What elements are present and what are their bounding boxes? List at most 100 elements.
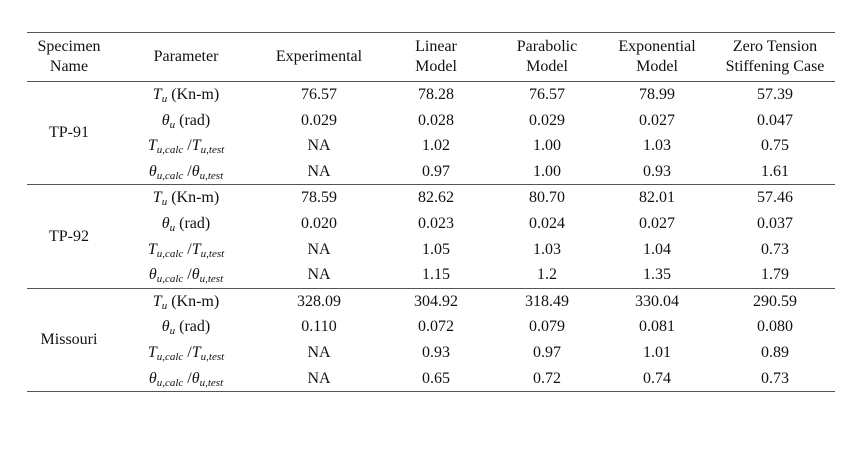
param-symbol: θ — [148, 266, 157, 284]
table-row: θu (rad) 0.020 0.023 0.024 0.027 0.037 — [27, 211, 835, 237]
param-symbol: θ — [191, 369, 200, 387]
table-cell: 304.92 — [414, 292, 458, 310]
table-cell: 0.072 — [418, 318, 454, 336]
table-cell: 0.028 — [418, 111, 454, 129]
table-cell: 76.57 — [529, 86, 565, 103]
table-header: Specimen Name Parameter Experimental Lin… — [27, 32, 835, 82]
table-cell: 330.04 — [635, 292, 679, 310]
header-linear-model: Linear Model — [377, 33, 495, 82]
header-line: Linear — [415, 38, 457, 55]
parameter-label: θu (rad) — [111, 211, 261, 237]
table-cell: 0.079 — [529, 318, 565, 336]
param-subscript: u,test — [199, 376, 224, 389]
header-experimental: Experimental — [261, 33, 377, 82]
table-cell: 1.15 — [422, 266, 450, 284]
table-cell: 1.04 — [643, 240, 671, 258]
table-row: Tu,calc /Tu,test NA 1.05 1.03 1.04 0.73 — [27, 237, 835, 263]
table-cell: NA — [307, 162, 331, 180]
param-symbol: θ — [161, 111, 170, 129]
param-symbol: T — [191, 343, 201, 361]
param-slash: / — [183, 162, 192, 180]
table-cell: 0.029 — [301, 111, 337, 129]
parameter-label: Tu,calc /Tu,test — [111, 340, 261, 366]
parameter-label: Tu,calc /Tu,test — [111, 133, 261, 159]
param-slash: / — [183, 343, 192, 361]
table-cell: 0.74 — [643, 369, 671, 387]
table-cell: 78.59 — [301, 189, 337, 207]
table-cell: 0.89 — [761, 343, 789, 361]
param-subscript: u — [161, 299, 168, 312]
param-symbol: θ — [148, 369, 157, 387]
table-cell: 0.020 — [301, 214, 337, 232]
param-unit: (Kn-m) — [167, 86, 220, 103]
param-subscript: u — [169, 118, 176, 131]
param-symbol: θ — [191, 162, 200, 180]
table-cell: 78.28 — [418, 86, 454, 103]
param-unit: (rad) — [175, 214, 211, 232]
specimen-group: Missouri Tu (Kn-m) 328.09 304.92 318.49 330.0… — [27, 288, 835, 392]
param-symbol: T — [152, 86, 162, 103]
param-subscript: u,test — [199, 169, 224, 182]
header-line: Model — [636, 58, 678, 75]
param-subscript: u,test — [200, 247, 225, 260]
table-cell: 0.081 — [639, 318, 675, 336]
table-cell: 0.73 — [761, 369, 789, 387]
param-symbol: T — [191, 137, 201, 155]
param-subscript: u — [169, 221, 176, 234]
table-cell: 1.79 — [761, 266, 789, 284]
header-line: Zero Tension — [732, 38, 818, 55]
table-row: TP-92 Tu (Kn-m) 78.59 82.62 80.70 82.01 57.46 — [27, 185, 835, 244]
table-row: θu,calc /θu,test NA 1.15 1.2 1.35 1.79 — [27, 262, 835, 288]
specimen-name: TP-91 — [49, 124, 89, 142]
header-line: Model — [526, 58, 568, 75]
table-row: θu (rad) 0.110 0.072 0.079 0.081 0.080 — [27, 314, 835, 340]
param-subscript: u — [169, 325, 176, 338]
table-cell: NA — [307, 343, 331, 361]
specimen-group: TP-92 Tu (Kn-m) 78.59 82.62 80.70 82.01 57.46 θ… — [27, 185, 835, 289]
table-cell: 82.62 — [418, 189, 454, 207]
param-subscript: u,test — [200, 144, 225, 157]
specimen-group: TP-91 Tu (Kn-m) 76.57 78.28 76.57 78.99 57.39 θ… — [27, 82, 835, 185]
table-cell: 82.01 — [639, 189, 675, 207]
param-unit: (rad) — [175, 318, 211, 336]
header-specimen-name: Specimen Name — [27, 33, 111, 82]
results-table: Specimen Name Parameter Experimental Lin… — [27, 32, 835, 392]
parameter-label: θu,calc /θu,test — [111, 159, 261, 185]
table-cell: 0.029 — [529, 111, 565, 129]
table-cell: 0.93 — [643, 162, 671, 180]
table-cell: 0.027 — [639, 111, 675, 129]
table-cell: 318.49 — [525, 292, 569, 310]
header-line: Name — [49, 58, 89, 75]
table-cell: 0.65 — [422, 369, 450, 387]
table-cell: 1.61 — [761, 162, 789, 180]
header-line: Parabolic — [516, 38, 578, 55]
header-exponential-model: Exponential Model — [599, 33, 715, 82]
table-cell: 78.99 — [639, 86, 675, 103]
param-symbol: θ — [148, 162, 157, 180]
param-slash: / — [183, 137, 192, 155]
header-line: Stiffening Case — [725, 58, 825, 75]
param-unit: (rad) — [175, 111, 211, 129]
table-cell: 80.70 — [529, 189, 565, 207]
table-cell: 0.75 — [761, 137, 789, 155]
table-row: θu,calc /θu,test NA 0.65 0.72 0.74 0.73 — [27, 366, 835, 392]
table-cell: 1.02 — [422, 137, 450, 155]
param-slash: / — [183, 240, 192, 258]
table-cell: NA — [307, 137, 331, 155]
table-cell: 1.00 — [533, 137, 561, 155]
param-subscript: u,calc — [156, 144, 184, 157]
specimen-name: TP-92 — [49, 227, 89, 245]
param-symbol: T — [147, 343, 157, 361]
header-line: Model — [415, 58, 457, 75]
specimen-name: Missouri — [40, 331, 98, 349]
table-cell: 0.73 — [761, 240, 789, 258]
table-cell: 1.2 — [537, 266, 557, 284]
table-cell: 0.024 — [529, 214, 565, 232]
header-zero-tension: Zero Tension Stiffening Case — [715, 33, 835, 82]
table-row: Tu,calc /Tu,test NA 1.02 1.00 1.03 0.75 — [27, 133, 835, 159]
param-symbol: T — [147, 240, 157, 258]
parameter-label: Tu (Kn-m) — [111, 185, 261, 211]
table-cell: 0.93 — [422, 343, 450, 361]
table-cell: 0.72 — [533, 369, 561, 387]
table-cell: 1.03 — [643, 137, 671, 155]
